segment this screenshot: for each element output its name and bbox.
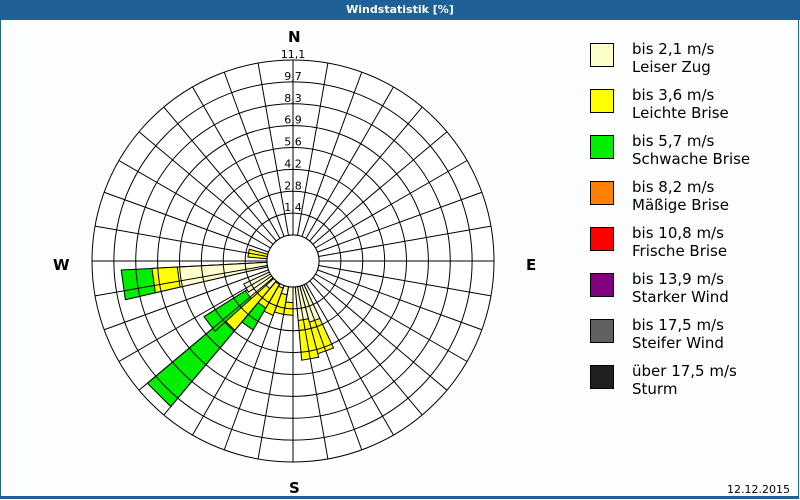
chart-title: Windstatistik [%] <box>0 0 800 20</box>
legend-label: Leiser Zug <box>632 58 711 76</box>
legend-swatch <box>590 181 614 205</box>
ring-label: 4,2 <box>284 157 302 170</box>
legend-label: Starker Wind <box>632 288 729 306</box>
compass-west: W <box>53 256 70 274</box>
ring-label: 2,8 <box>284 179 302 192</box>
legend-item: bis 3,6 m/s Leichte Brise <box>590 86 790 132</box>
legend-range: bis 10,8 m/s <box>632 224 724 242</box>
legend-item: über 17,5 m/s Sturm <box>590 362 790 408</box>
legend-range: bis 3,6 m/s <box>632 86 715 104</box>
legend-swatch <box>590 89 614 113</box>
ring-label: 1,4 <box>284 201 302 214</box>
legend-range: bis 2,1 m/s <box>632 40 715 58</box>
legend-swatch <box>590 273 614 297</box>
legend-range: bis 13,9 m/s <box>632 270 724 288</box>
compass-north: N <box>288 28 301 46</box>
ring-labels: 1,4 2,8 4,2 5,6 6,9 8,3 9,7 11,1 <box>281 48 306 214</box>
legend-item: bis 5,7 m/s Schwache Brise <box>590 132 790 178</box>
legend-label: Schwache Brise <box>632 150 751 168</box>
compass-south: S <box>289 479 300 497</box>
legend-swatch <box>590 43 614 67</box>
legend-range: bis 5,7 m/s <box>632 132 715 150</box>
legend-item: bis 2,1 m/s Leiser Zug <box>590 40 790 86</box>
legend-swatch <box>590 227 614 251</box>
legend-item: bis 8,2 m/s Mäßige Brise <box>590 178 790 224</box>
legend-range: bis 17,5 m/s <box>632 316 724 334</box>
legend-label: Leichte Brise <box>632 104 729 122</box>
legend-item: bis 17,5 m/s Steifer Wind <box>590 316 790 362</box>
ring-label: 6,9 <box>284 114 302 127</box>
legend-range: bis 8,2 m/s <box>632 178 715 196</box>
legend-range: über 17,5 m/s <box>632 362 737 380</box>
legend-item: bis 10,8 m/s Frische Brise <box>590 224 790 270</box>
ring-label: 9,7 <box>284 70 302 83</box>
legend-item: bis 13,9 m/s Starker Wind <box>590 270 790 316</box>
chart-frame <box>0 20 799 499</box>
ring-label: 5,6 <box>284 136 302 149</box>
legend-swatch <box>590 365 614 389</box>
legend-swatch <box>590 135 614 159</box>
date-label: 12.12.2015 <box>727 483 790 496</box>
legend-label: Mäßige Brise <box>632 196 729 214</box>
legend-label: Frische Brise <box>632 242 728 260</box>
legend-swatch <box>590 319 614 343</box>
ring-label: 11,1 <box>281 48 306 61</box>
compass-east: E <box>526 256 537 274</box>
polar-grid <box>91 59 495 463</box>
legend: bis 2,1 m/s Leiser Zug bis 3,6 m/s Leichte… <box>590 40 790 408</box>
legend-label: Steifer Wind <box>632 334 724 352</box>
legend-label: Sturm <box>632 380 678 398</box>
ring-label: 8,3 <box>284 92 302 105</box>
wind-sector-segment <box>176 260 294 288</box>
